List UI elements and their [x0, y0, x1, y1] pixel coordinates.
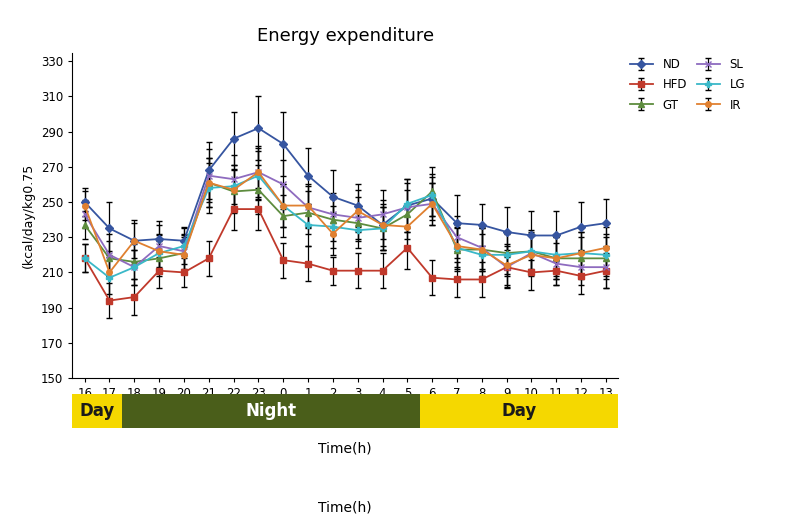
FancyBboxPatch shape	[72, 394, 122, 428]
X-axis label: Time(h): Time(h)	[318, 442, 371, 456]
Y-axis label: (kcal/day/kg0.75: (kcal/day/kg0.75	[22, 163, 35, 268]
FancyBboxPatch shape	[122, 394, 419, 428]
Text: Day: Day	[79, 402, 115, 420]
Text: Night: Night	[245, 402, 296, 420]
Text: Day: Day	[500, 402, 536, 420]
Title: Energy expenditure: Energy expenditure	[257, 27, 433, 45]
Legend: ND, HFD, GT, SL, LG, IR: ND, HFD, GT, SL, LG, IR	[629, 58, 744, 112]
Text: Time(h): Time(h)	[318, 500, 371, 514]
FancyBboxPatch shape	[419, 394, 618, 428]
